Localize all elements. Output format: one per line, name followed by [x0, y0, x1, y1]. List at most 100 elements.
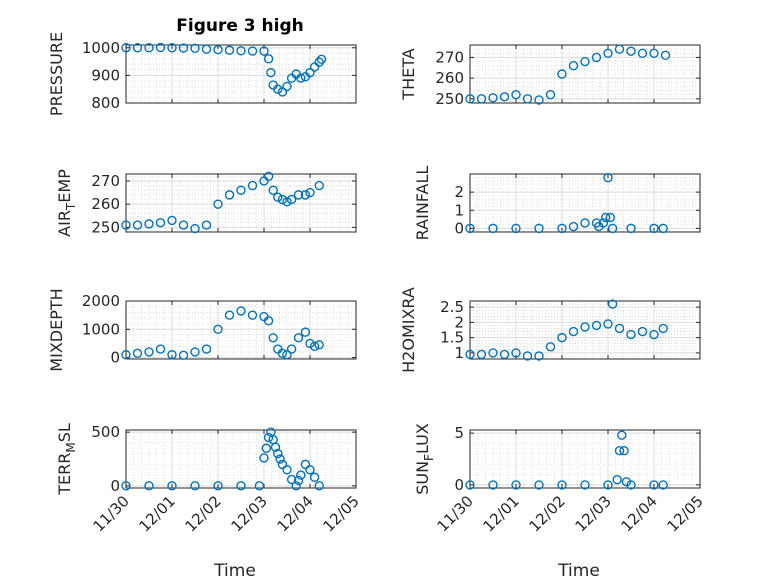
data-point — [591, 52, 602, 63]
data-point — [167, 481, 177, 491]
data-point — [557, 480, 567, 490]
y-axis-label: THETA — [399, 48, 418, 100]
data-point — [534, 95, 544, 105]
data-point — [314, 180, 324, 191]
subplot-rainfall: 012 RAINFALL — [413, 166, 701, 240]
x-tick-label: 12/03 — [572, 492, 615, 535]
data-point — [268, 333, 278, 343]
data-point — [603, 48, 613, 58]
data-point — [649, 48, 659, 58]
series-points — [121, 171, 324, 234]
y-tick-label: 250 — [435, 90, 464, 108]
data-point — [167, 215, 177, 226]
data-point — [488, 348, 498, 358]
data-point — [607, 299, 618, 309]
y-axis-label: PRESSURE — [47, 32, 66, 116]
data-point — [296, 73, 306, 83]
data-point — [534, 223, 544, 234]
data-point — [213, 481, 223, 491]
data-point — [557, 332, 567, 343]
data-point — [568, 61, 579, 71]
data-point — [601, 212, 611, 223]
data-point — [263, 316, 274, 326]
y-tick-label: 260 — [435, 69, 464, 87]
data-point — [465, 94, 475, 104]
data-point — [305, 67, 315, 78]
data-point — [121, 481, 131, 491]
data-point — [465, 480, 475, 490]
data-point — [144, 347, 154, 357]
data-point — [488, 93, 498, 103]
axes-frame — [469, 300, 701, 360]
x-axis-label: Time — [213, 561, 256, 581]
data-point — [190, 347, 200, 357]
data-point — [658, 480, 668, 490]
data-point — [300, 190, 311, 200]
y-tick-label: 270 — [435, 48, 464, 66]
data-point — [649, 223, 659, 234]
data-point — [155, 42, 166, 53]
data-point — [291, 481, 301, 491]
data-point — [305, 187, 315, 198]
data-point — [121, 43, 131, 53]
data-point — [132, 43, 143, 53]
data-point — [178, 43, 189, 53]
data-point — [167, 43, 177, 53]
series-points — [465, 430, 668, 490]
figure-title: Figure 3 high — [176, 16, 304, 36]
data-point — [293, 190, 304, 200]
data-point — [534, 480, 544, 490]
x-tick-label: 12/02 — [526, 492, 569, 535]
axes-frame — [125, 300, 357, 360]
data-point — [557, 223, 567, 234]
data-point — [637, 326, 648, 337]
data-point — [282, 350, 292, 360]
data-point — [626, 329, 636, 340]
x-axis-label: Time — [557, 561, 600, 581]
data-point — [236, 46, 246, 56]
data-point — [603, 319, 613, 329]
data-point — [580, 218, 590, 228]
data-point — [254, 481, 265, 491]
data-point — [314, 340, 324, 350]
x-tick-label: 12/04 — [618, 492, 661, 535]
data-point — [626, 480, 636, 490]
data-point — [261, 443, 271, 453]
data-point — [121, 220, 131, 230]
y-tick-label: 2.5 — [440, 298, 464, 316]
subplot-mixdepth: 0 1000 2000 MIXDEPTH — [47, 288, 357, 372]
series-points — [465, 299, 668, 361]
data-point — [247, 310, 258, 320]
data-point — [268, 185, 278, 195]
y-tick-label: 1000 — [82, 320, 120, 338]
data-point — [259, 46, 269, 56]
data-point — [277, 348, 288, 359]
data-point — [612, 475, 622, 485]
data-point — [568, 326, 579, 337]
data-point — [286, 194, 297, 205]
y-axis-label: AIRTEMP — [55, 169, 78, 237]
data-point — [626, 223, 636, 234]
data-point — [658, 223, 668, 234]
series-points — [465, 172, 668, 234]
y-tick-label: 0 — [454, 476, 464, 494]
data-point — [296, 470, 306, 480]
y-tick-label: 1 — [454, 201, 464, 219]
data-point — [213, 324, 223, 334]
data-point — [488, 480, 498, 490]
data-point — [275, 454, 285, 464]
data-point — [619, 446, 629, 456]
data-point — [511, 90, 521, 100]
data-point — [293, 475, 304, 486]
y-axis-label: H2OMIXRA — [399, 287, 418, 373]
axes-frame — [469, 44, 701, 104]
data-point — [607, 223, 618, 234]
data-point — [247, 46, 258, 56]
data-point — [263, 432, 274, 443]
data-point — [580, 480, 590, 490]
y-tick-label: 5 — [454, 424, 464, 442]
axes-frame — [469, 429, 701, 489]
axes-frame — [125, 429, 357, 489]
